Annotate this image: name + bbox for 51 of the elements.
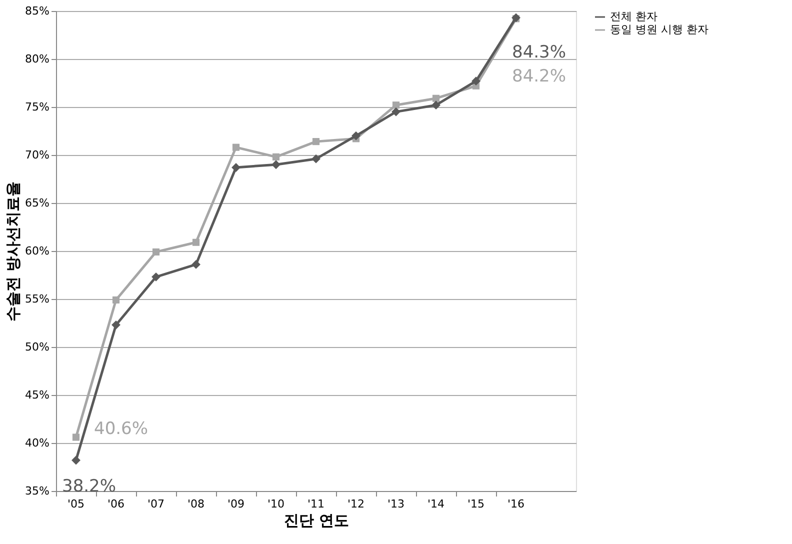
point (312, 138, 320, 146)
point (432, 94, 440, 102)
y-tick-label: 50% (25, 340, 50, 354)
y-tick-label: 85% (25, 4, 50, 18)
x-tick-label: '13 (387, 498, 405, 510)
data-label: 38.2% (62, 476, 116, 496)
legend-label: 전체 환자 (610, 10, 658, 23)
x-tick-label: '05 (67, 498, 85, 510)
point (72, 434, 80, 441)
data-label: 84.2% (512, 66, 566, 87)
point (112, 296, 120, 304)
y-tick-label: 35% (25, 484, 50, 498)
x-tick-label: '09 (227, 498, 245, 510)
point (352, 131, 360, 140)
point (432, 100, 440, 110)
point (72, 456, 80, 465)
x-tick-label: '16 (507, 498, 525, 510)
y-tick-label: 45% (25, 388, 50, 402)
y-tick-label: 55% (25, 292, 50, 306)
point (192, 260, 200, 269)
x-axis-title: 진단 연도 (284, 512, 350, 530)
point (272, 160, 280, 170)
y-tick-label: 65% (25, 196, 50, 210)
x-tick-label: '10 (267, 498, 285, 510)
point (192, 238, 200, 246)
x-tick-label: '11 (307, 498, 325, 510)
x-tick-label: '15 (467, 498, 485, 510)
point (232, 144, 240, 151)
y-tick-label: 70% (25, 148, 50, 162)
point (272, 153, 280, 160)
point (112, 320, 120, 330)
point (152, 248, 160, 256)
point (472, 76, 480, 86)
y-tick-label: 80% (25, 52, 50, 66)
x-tick-label: '12 (347, 498, 365, 510)
y-axis-title: 수술전 방사선치료율 (4, 181, 22, 322)
y-tick-label: 40% (25, 436, 50, 450)
data-label: 84.3% (512, 42, 566, 63)
legend-label: 동일 병원 시행 환자 (610, 23, 708, 36)
point (152, 272, 160, 282)
point (392, 107, 400, 116)
x-tick-label: '08 (187, 498, 205, 510)
point (232, 163, 240, 172)
point (312, 154, 320, 164)
y-tick-label: 60% (25, 244, 50, 258)
data-label: 40.6% (94, 419, 148, 440)
x-tick-label: '06 (107, 498, 125, 510)
x-tick-label: '07 (147, 498, 165, 510)
x-tick-label: '14 (427, 498, 445, 510)
y-tick-label: 75% (25, 100, 50, 114)
point (392, 102, 400, 109)
